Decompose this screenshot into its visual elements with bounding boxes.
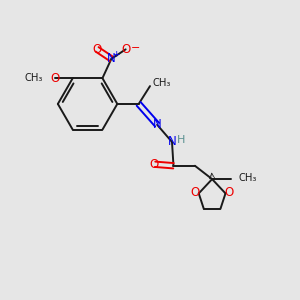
- Text: O: O: [224, 186, 234, 199]
- Text: O: O: [149, 158, 158, 171]
- Text: CH₃: CH₃: [153, 78, 171, 88]
- Text: N: N: [168, 136, 176, 148]
- Text: O: O: [50, 72, 59, 85]
- Text: N: N: [107, 52, 116, 65]
- Text: O: O: [122, 43, 131, 56]
- Text: −: −: [131, 43, 141, 53]
- Text: O: O: [190, 186, 200, 199]
- Text: +: +: [112, 50, 119, 58]
- Text: O: O: [92, 43, 102, 56]
- Text: CH₃: CH₃: [25, 73, 43, 83]
- Text: N: N: [153, 118, 161, 131]
- Text: H: H: [177, 136, 185, 146]
- Text: CH₃: CH₃: [239, 172, 257, 183]
